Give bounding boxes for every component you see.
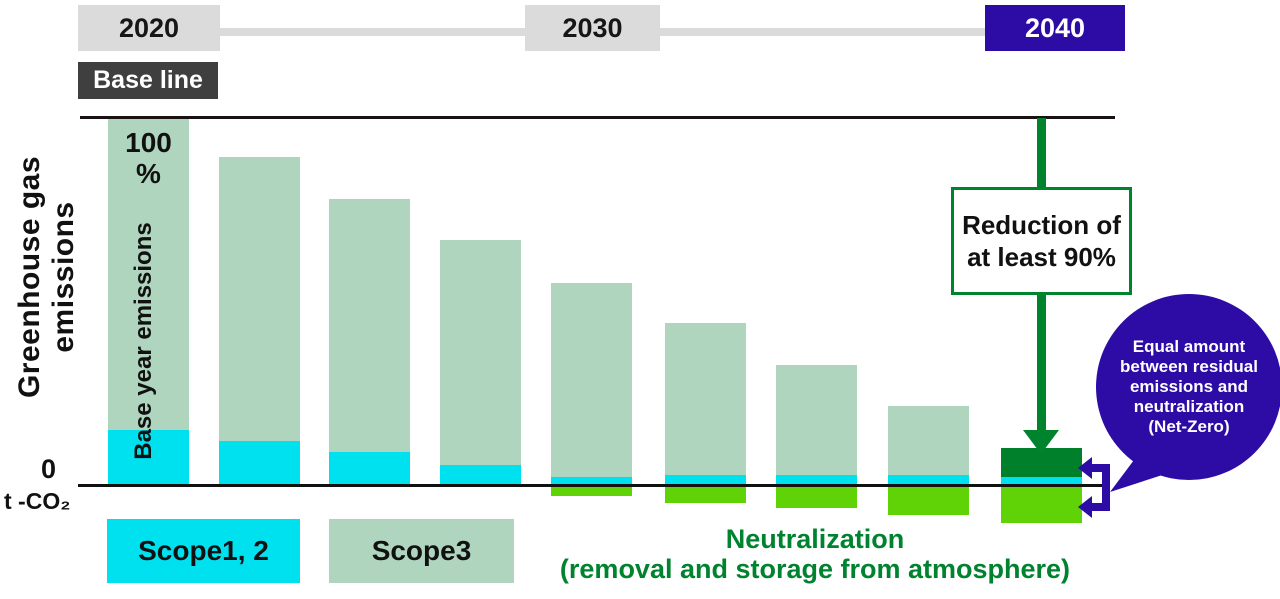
unit-label-tco2: t -CO₂ bbox=[4, 488, 71, 514]
netzero-line3: emissions and bbox=[1129, 377, 1249, 396]
legend-neutralization-line1: Neutralization bbox=[725, 524, 905, 554]
netzero-bubble: Equal amount between residual emissions … bbox=[1096, 294, 1280, 480]
bar-2-segment-scope3 bbox=[219, 157, 300, 442]
bar-2-segment-scope12 bbox=[219, 441, 300, 485]
bar-6-segment-neutralization bbox=[665, 485, 746, 503]
zero-axis-line bbox=[78, 484, 1105, 487]
bar-3-segment-scope12 bbox=[329, 452, 410, 485]
bracket-stub-bottom bbox=[1091, 503, 1110, 511]
bar-5-segment-scope12 bbox=[551, 476, 632, 485]
y-axis-title: Greenhouse gas emissions bbox=[13, 107, 81, 447]
netzero-line2: between residual bbox=[1120, 357, 1258, 376]
timeline-year-2020: 2020 bbox=[78, 5, 220, 51]
bracket-stub-top bbox=[1091, 464, 1110, 472]
legend-scope12: Scope1, 2 bbox=[107, 519, 300, 583]
bracket-arrow-bottom bbox=[1078, 496, 1092, 518]
netzero-line5: (Net-Zero) bbox=[1148, 417, 1230, 436]
bar-5-segment-neutralization bbox=[551, 485, 632, 496]
netzero-line4: neutralization bbox=[1133, 397, 1245, 416]
bar-5-segment-scope3 bbox=[551, 282, 632, 477]
bracket-arrow-top bbox=[1078, 457, 1092, 479]
bar-7-segment-neutralization bbox=[776, 485, 857, 508]
reduction-callout-box: Reduction of at least 90% bbox=[951, 187, 1132, 295]
bar-8-segment-scope3 bbox=[888, 406, 969, 475]
timeline-connector-2 bbox=[660, 28, 985, 36]
bar-7-segment-scope3 bbox=[776, 365, 857, 476]
bar-1-segment-scope3 bbox=[108, 117, 189, 431]
hundred-percent-value: 100 bbox=[125, 127, 172, 158]
base-year-emissions-label: Base year emissions bbox=[130, 222, 157, 460]
y-axis-title-line1: Greenhouse gas bbox=[13, 155, 46, 399]
y-axis-title-line2: emissions bbox=[47, 201, 80, 353]
legend-neutralization-line2: (removal and storage from atmosphere) bbox=[559, 554, 1071, 584]
bar-9-segment-scope12 bbox=[1001, 476, 1082, 485]
timeline-year-2040: 2040 bbox=[985, 5, 1125, 51]
legend-scope3: Scope3 bbox=[329, 519, 514, 583]
hundred-percent-unit: % bbox=[136, 158, 161, 189]
bar-4-segment-scope3 bbox=[440, 239, 521, 466]
baseline-label: Base line bbox=[78, 62, 218, 99]
bar-6-segment-scope12 bbox=[665, 475, 746, 485]
bar-3-segment-scope3 bbox=[329, 199, 410, 453]
timeline-connector-1 bbox=[220, 28, 525, 36]
bar-4-segment-scope12 bbox=[440, 465, 521, 485]
bar-6-segment-scope3 bbox=[665, 323, 746, 475]
bar-9-segment-neutralization bbox=[1001, 485, 1082, 523]
hundred-percent-label: 100 % bbox=[108, 127, 189, 189]
reduction-callout-line1: Reduction of bbox=[962, 210, 1121, 240]
bar-8-segment-neutralization bbox=[888, 485, 969, 515]
timeline-year-2030: 2030 bbox=[525, 5, 660, 51]
bar-7-segment-scope12 bbox=[776, 475, 857, 485]
bracket-vertical bbox=[1102, 464, 1110, 511]
netzero-line1: Equal amount bbox=[1132, 337, 1246, 356]
legend-neutralization: Neutralization (removal and storage from… bbox=[530, 524, 1100, 584]
bar-1-segment-scope12 bbox=[108, 430, 189, 485]
reduction-arrow-shaft-upper bbox=[1037, 118, 1046, 190]
bar-8-segment-scope12 bbox=[888, 475, 969, 485]
baseline-100pct-line bbox=[80, 116, 1115, 119]
reduction-arrow-head bbox=[1023, 430, 1059, 454]
reduction-arrow-shaft-lower bbox=[1037, 293, 1046, 432]
reduction-callout-line2: at least 90% bbox=[967, 242, 1116, 272]
zero-tick-label: 0 bbox=[40, 454, 56, 484]
